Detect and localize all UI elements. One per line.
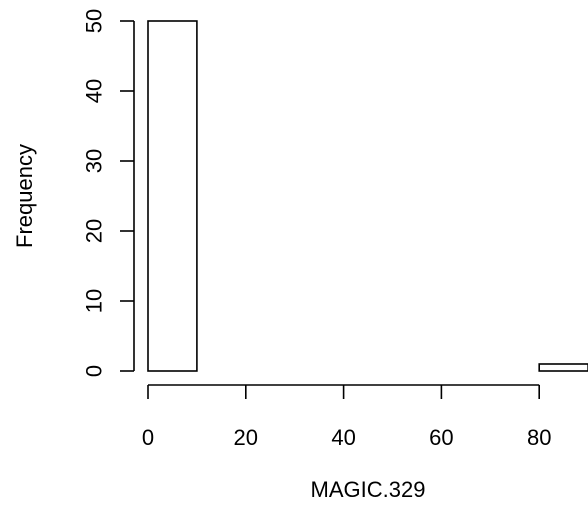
x-tick-label: 60 [429, 425, 453, 450]
y-tick-label: 40 [82, 79, 107, 103]
histogram-bar [147, 20, 198, 372]
x-tick-label: 0 [142, 425, 154, 450]
y-tick-label: 30 [82, 149, 107, 173]
histogram-bar [538, 363, 588, 372]
x-tick-label: 20 [234, 425, 258, 450]
x-axis-label: MAGIC.329 [311, 477, 426, 502]
x-tick-label: 80 [527, 425, 551, 450]
y-tick-label: 10 [82, 289, 107, 313]
x-axis: 0 20 40 60 80 [142, 384, 551, 450]
y-tick-label: 20 [82, 219, 107, 243]
y-tick-label: 0 [82, 365, 107, 377]
histogram-bars [147, 20, 588, 372]
y-axis-label: Frequency [12, 144, 37, 248]
y-axis: 0 10 20 30 40 50 [82, 9, 135, 377]
y-tick-label: 50 [82, 9, 107, 33]
x-tick-label: 40 [331, 425, 355, 450]
